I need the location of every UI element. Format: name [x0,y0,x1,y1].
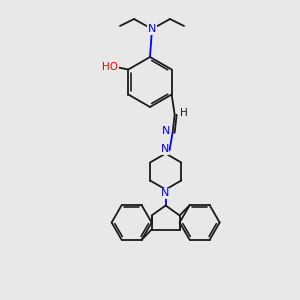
Text: N: N [160,188,169,199]
Text: N: N [161,127,170,136]
Text: N: N [148,24,156,34]
Text: H: H [180,107,188,118]
Text: N: N [160,145,169,154]
Text: N: N [158,145,167,154]
Text: HO: HO [102,61,118,71]
